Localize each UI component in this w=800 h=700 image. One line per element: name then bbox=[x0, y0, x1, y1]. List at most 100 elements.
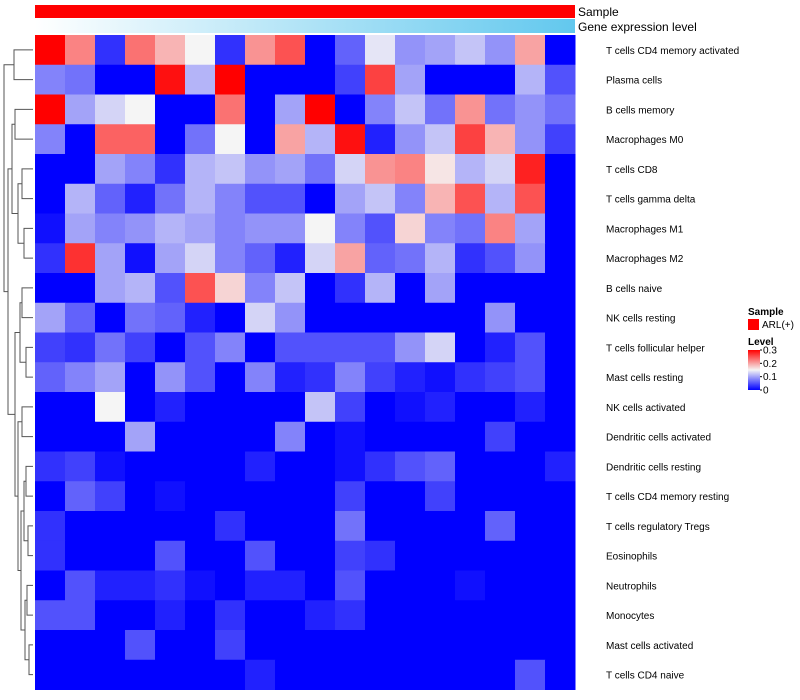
heatmap-cell bbox=[245, 94, 276, 125]
row-dendrogram bbox=[3, 49, 33, 676]
heatmap-cell bbox=[395, 64, 426, 95]
heatmap-cell bbox=[275, 64, 306, 95]
heatmap-cell bbox=[425, 630, 456, 661]
heatmap-cell bbox=[125, 362, 156, 393]
heatmap-cell bbox=[125, 630, 156, 661]
heatmap-cell bbox=[515, 124, 546, 155]
legend-level-tick: 0 bbox=[763, 386, 769, 397]
heatmap-cell bbox=[215, 243, 246, 274]
heatmap-cell bbox=[275, 481, 306, 512]
heatmap-cell bbox=[215, 332, 246, 363]
heatmap-cell bbox=[245, 362, 276, 393]
heatmap-cell bbox=[155, 481, 186, 512]
heatmap-cell bbox=[275, 243, 306, 274]
heatmap-cell bbox=[485, 213, 516, 244]
heatmap-cell bbox=[335, 183, 366, 214]
heatmap-cell bbox=[185, 421, 216, 452]
heatmap-cell bbox=[35, 392, 66, 423]
heatmap-cell bbox=[185, 273, 216, 304]
heatmap-cell bbox=[365, 570, 396, 601]
heatmap-cell bbox=[35, 332, 66, 363]
heatmap-cell bbox=[185, 332, 216, 363]
heatmap-cell bbox=[485, 273, 516, 304]
heatmap-cell bbox=[425, 273, 456, 304]
heatmap-cell bbox=[485, 511, 516, 542]
heatmap-cell bbox=[95, 332, 126, 363]
heatmap-cell bbox=[425, 600, 456, 631]
heatmap-cell bbox=[275, 570, 306, 601]
heatmap-cell bbox=[95, 273, 126, 304]
heatmap-cell bbox=[35, 213, 66, 244]
heatmap-cell bbox=[125, 392, 156, 423]
heatmap-cell bbox=[545, 362, 576, 393]
legend-level-gradient bbox=[748, 350, 760, 390]
heatmap-cell bbox=[275, 451, 306, 482]
heatmap-cell bbox=[65, 570, 96, 601]
row-label: B cells memory bbox=[606, 105, 674, 116]
heatmap-cell bbox=[65, 154, 96, 185]
heatmap-cell bbox=[425, 243, 456, 274]
heatmap-cell bbox=[395, 570, 426, 601]
heatmap-cell bbox=[185, 392, 216, 423]
heatmap-cell bbox=[485, 600, 516, 631]
expression-track-label: Gene expression level bbox=[578, 20, 697, 34]
heatmap-cell bbox=[455, 511, 486, 542]
heatmap-cell bbox=[215, 540, 246, 571]
heatmap-cell bbox=[215, 659, 246, 690]
heatmap-cell bbox=[215, 362, 246, 393]
heatmap-cell bbox=[215, 183, 246, 214]
heatmap-cell bbox=[185, 630, 216, 661]
heatmap-cell bbox=[305, 630, 336, 661]
row-label: T cells follicular helper bbox=[606, 343, 705, 354]
heatmap-cell bbox=[155, 451, 186, 482]
legend: Sample ARL(+) Level 0.3 0.2 0.1 0 bbox=[748, 307, 794, 397]
heatmap-cell bbox=[305, 243, 336, 274]
heatmap-cell bbox=[335, 392, 366, 423]
heatmap-cell bbox=[545, 213, 576, 244]
heatmap-cell bbox=[335, 64, 366, 95]
row-label: Macrophages M0 bbox=[606, 135, 684, 146]
heatmap-cell bbox=[125, 243, 156, 274]
heatmap-cell bbox=[515, 243, 546, 274]
heatmap-cell bbox=[155, 392, 186, 423]
heatmap-cell bbox=[95, 64, 126, 95]
heatmap-cell bbox=[455, 392, 486, 423]
heatmap-cell bbox=[455, 362, 486, 393]
heatmap-cell bbox=[365, 213, 396, 244]
heatmap-cell bbox=[305, 540, 336, 571]
heatmap-cell bbox=[305, 332, 336, 363]
heatmap-cell bbox=[455, 332, 486, 363]
heatmap-cell bbox=[455, 183, 486, 214]
heatmap-cell bbox=[365, 451, 396, 482]
heatmap-cell bbox=[365, 392, 396, 423]
heatmap-cell bbox=[185, 302, 216, 333]
row-label: Macrophages M2 bbox=[606, 254, 684, 265]
heatmap-cell bbox=[335, 600, 366, 631]
heatmap-cell bbox=[545, 332, 576, 363]
heatmap-cell bbox=[185, 35, 216, 66]
heatmap-cell bbox=[245, 213, 276, 244]
heatmap-cell bbox=[365, 421, 396, 452]
heatmap-cell bbox=[365, 302, 396, 333]
heatmap-cell bbox=[125, 35, 156, 66]
heatmap-cell bbox=[545, 659, 576, 690]
heatmap-cell bbox=[515, 35, 546, 66]
heatmap-cell bbox=[425, 64, 456, 95]
heatmap-cell bbox=[95, 94, 126, 125]
heatmap-cell bbox=[365, 332, 396, 363]
heatmap-cell bbox=[425, 511, 456, 542]
heatmap-cell bbox=[395, 213, 426, 244]
heatmap-cell bbox=[395, 183, 426, 214]
heatmap-cell bbox=[305, 302, 336, 333]
heatmap-cell bbox=[485, 362, 516, 393]
heatmap-cell bbox=[305, 64, 336, 95]
heatmap-cell bbox=[545, 421, 576, 452]
heatmap-cell bbox=[515, 481, 546, 512]
heatmap-cell bbox=[65, 451, 96, 482]
heatmap-cell bbox=[335, 540, 366, 571]
heatmap-cell bbox=[185, 64, 216, 95]
heatmap-cell bbox=[515, 600, 546, 631]
heatmap-cell bbox=[305, 659, 336, 690]
heatmap-cell bbox=[35, 64, 66, 95]
